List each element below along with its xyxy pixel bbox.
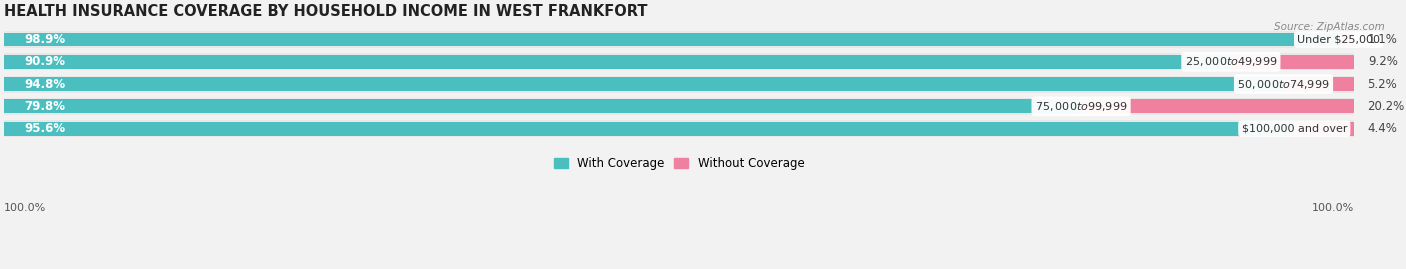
Text: $100,000 and over: $100,000 and over: [1241, 124, 1347, 134]
Bar: [4, 98, 1354, 115]
Bar: [4, 76, 1354, 93]
Text: 95.6%: 95.6%: [24, 122, 66, 135]
Bar: [1230, 55, 1355, 69]
Bar: [4, 100, 1081, 113]
Text: $25,000 to $49,999: $25,000 to $49,999: [1185, 55, 1277, 68]
Text: 79.8%: 79.8%: [24, 100, 66, 113]
Text: 100.0%: 100.0%: [4, 203, 46, 213]
Bar: [1295, 122, 1354, 136]
Bar: [4, 120, 1354, 137]
Text: 100.0%: 100.0%: [1312, 203, 1354, 213]
Text: 94.8%: 94.8%: [24, 77, 66, 91]
Text: Under $25,000: Under $25,000: [1298, 34, 1381, 45]
Text: 20.2%: 20.2%: [1367, 100, 1405, 113]
Text: 90.9%: 90.9%: [24, 55, 66, 68]
Bar: [4, 31, 1354, 48]
Text: 1.1%: 1.1%: [1367, 33, 1398, 46]
Bar: [4, 55, 1230, 69]
Bar: [1081, 100, 1354, 113]
Text: HEALTH INSURANCE COVERAGE BY HOUSEHOLD INCOME IN WEST FRANKFORT: HEALTH INSURANCE COVERAGE BY HOUSEHOLD I…: [4, 4, 648, 19]
Text: 5.2%: 5.2%: [1367, 77, 1398, 91]
Text: $50,000 to $74,999: $50,000 to $74,999: [1237, 77, 1330, 91]
Bar: [1339, 33, 1354, 47]
Bar: [1284, 77, 1354, 91]
Bar: [4, 53, 1354, 70]
Text: $75,000 to $99,999: $75,000 to $99,999: [1035, 100, 1128, 113]
Bar: [4, 77, 1284, 91]
Bar: [4, 33, 1339, 47]
Text: 98.9%: 98.9%: [24, 33, 66, 46]
Text: Source: ZipAtlas.com: Source: ZipAtlas.com: [1274, 22, 1385, 31]
Text: 9.2%: 9.2%: [1368, 55, 1399, 68]
Legend: With Coverage, Without Coverage: With Coverage, Without Coverage: [548, 152, 808, 175]
Text: 4.4%: 4.4%: [1367, 122, 1398, 135]
Bar: [4, 122, 1295, 136]
